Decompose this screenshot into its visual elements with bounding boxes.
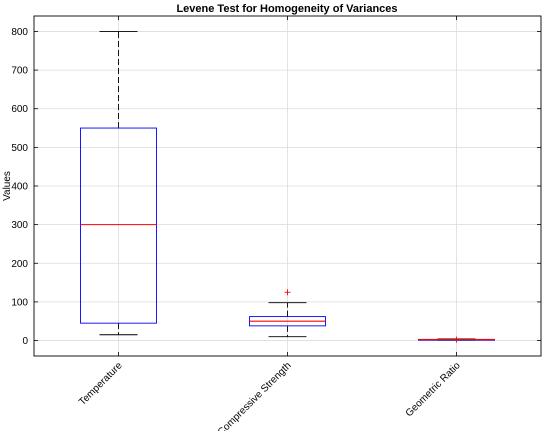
x-tick-label: Geometric Ratio (404, 360, 463, 419)
y-tick-label: 300 (11, 220, 28, 231)
x-tick-label: Compressive Strength (216, 360, 294, 431)
chart-title: Levene Test for Homogeneity of Variances (176, 3, 397, 15)
y-tick-label: 200 (11, 259, 28, 270)
y-tick-label: 700 (11, 66, 28, 77)
y-tick-label: 100 (11, 297, 28, 308)
outlier-marker (453, 336, 460, 343)
plot-frame (33, 15, 542, 357)
y-tick-label: 800 (11, 27, 28, 38)
box-iqr (80, 127, 157, 324)
y-tick-label: 0 (22, 336, 28, 347)
y-tick-label: 600 (11, 104, 28, 115)
box-layer (80, 31, 495, 343)
axis-layer: 0 100 200 300 400 500 600 700 800 Temperature Comp… (11, 15, 542, 431)
y-axis-label: Values (2, 171, 13, 201)
y-tick-label: 400 (11, 182, 28, 193)
outlier-marker (284, 289, 291, 296)
y-tick-label: 500 (11, 143, 28, 154)
x-tick-label: Temperature (77, 360, 125, 408)
